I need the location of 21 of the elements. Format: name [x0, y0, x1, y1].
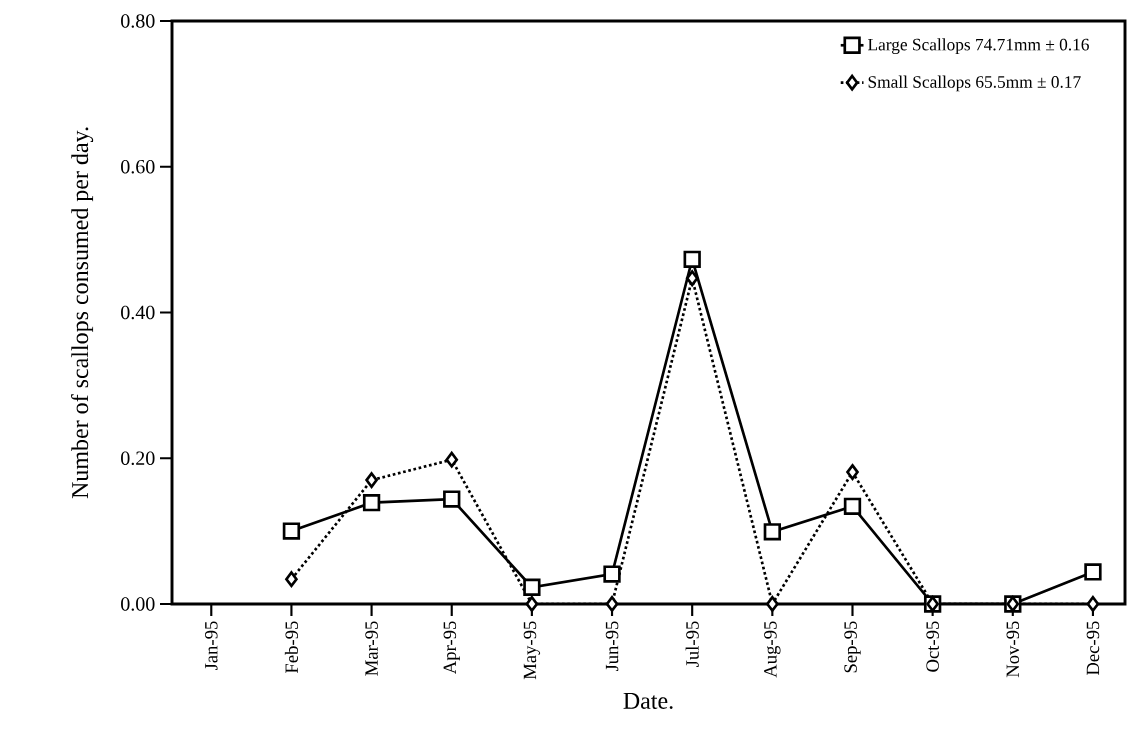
x-tick-label: Mar-95 — [365, 621, 378, 676]
x-tick-label: Aug-95 — [764, 621, 781, 678]
y-tick-label: 0.40 — [121, 305, 155, 320]
x-tick-label: Nov-95 — [1006, 621, 1020, 678]
x-tick-label: Feb-95 — [284, 621, 299, 674]
x-tick-label: Jul-95 — [685, 621, 699, 667]
legend-label: Large Scallops 74.71mm ± 0.16 — [868, 38, 1089, 55]
x-tick-label: Sep-95 — [844, 621, 861, 673]
x-tick-label: Oct-95 — [926, 621, 939, 672]
y-tick-label: 0.00 — [121, 597, 155, 611]
legend-label: Small Scallops 65.5mm ± 0.17 — [868, 75, 1081, 92]
x-tick-label: Jun-95 — [605, 621, 619, 672]
x-tick-label: May-95 — [523, 621, 541, 680]
y-axis-title: Number of scallops consumed per day. — [71, 127, 94, 499]
x-axis-title: Date. — [623, 692, 673, 709]
y-tick-label: 0.20 — [121, 451, 155, 466]
x-tick-label: Jan-95 — [205, 621, 218, 671]
x-tick-label: Dec-95 — [1086, 621, 1100, 676]
y-tick-label: 0.80 — [121, 14, 155, 28]
x-tick-label: Apr-95 — [443, 621, 460, 675]
y-tick-label: 0.60 — [121, 159, 155, 174]
